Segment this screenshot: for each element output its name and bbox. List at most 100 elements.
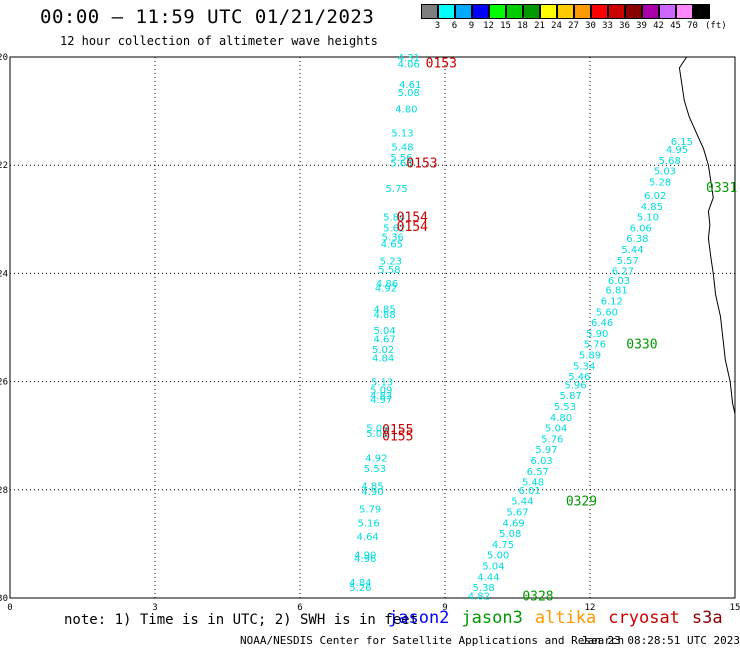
wave-height-label: 5.10 (637, 213, 659, 224)
pass-time-label: 0330 (626, 338, 657, 353)
wave-height-label: 4.64 (357, 532, 379, 543)
wave-height-label: 5.28 (649, 177, 671, 188)
lat-tick-label: -20 (0, 53, 8, 63)
wave-height-label: 4.86 (376, 279, 398, 290)
pass-time-label: 0154 (397, 220, 428, 235)
wave-height-label: 5.57 (617, 256, 639, 267)
pass-time-label: 0331 (706, 181, 737, 196)
wave-height-label: 5.44 (511, 497, 533, 508)
wave-height-label: 6.81 (605, 286, 627, 297)
legend-label: 30 (585, 21, 596, 31)
legend-swatch (455, 4, 472, 19)
lon-tick-label: 9 (442, 603, 447, 613)
wave-height-label: 5.76 (541, 434, 563, 445)
wave-height-label: 4.95 (666, 145, 688, 156)
legend-label: 6 (451, 21, 458, 31)
wave-height-label: 5.48 (522, 478, 544, 489)
lat-tick-label: -30 (0, 594, 8, 604)
wave-height-label: 5.13 (371, 378, 393, 389)
wave-height-label: 6.27 (612, 267, 634, 278)
wave-height-label: 5.46 (568, 372, 590, 383)
color-legend (421, 4, 710, 19)
wave-height-label: 4.44 (477, 572, 499, 583)
lon-tick-label: 12 (585, 603, 596, 613)
wave-height-label: 5.89 (579, 351, 601, 362)
legend-swatch (540, 4, 557, 19)
wave-height-label: 4.69 (503, 518, 525, 529)
wave-height-label: 5.04 (545, 424, 567, 435)
wave-height-label: 5.04 (373, 326, 395, 337)
lon-tick-label: 3 (152, 603, 157, 613)
wave-height-label: 5.00 (487, 551, 509, 562)
legend-swatch (574, 4, 591, 19)
wave-height-label: 5.34 (573, 361, 595, 372)
mission-legend: jason2 jason3 altika cryosat s3a (388, 608, 735, 628)
legend-label: 27 (568, 21, 579, 31)
wave-height-label: 6.12 (601, 296, 623, 307)
wave-height-label: 5.36 (382, 233, 404, 244)
wave-height-label: 5.38 (473, 583, 495, 594)
lon-tick-label: 15 (730, 603, 740, 613)
wave-height-label: 5.84 (383, 213, 405, 224)
wave-height-label: 5.08 (499, 529, 521, 540)
wave-height-label: 4.85 (361, 481, 383, 492)
lat-tick-label: -28 (0, 486, 8, 496)
wave-height-label: 5.96 (564, 380, 586, 391)
legend-swatch (438, 4, 455, 19)
wave-height-label: 5.53 (554, 402, 576, 413)
wave-height-label: 4.96 (354, 554, 376, 565)
wave-height-label: 4.97 (370, 395, 392, 406)
legend-label: 21 (534, 21, 545, 31)
color-legend-labels: 3 6 9 12 15 18 21 24 27 30 33 36 39 42 45 70 (421, 21, 698, 31)
pass-time-label: 0155 (382, 430, 413, 445)
wave-height-label: 5.03 (654, 167, 676, 178)
legend-units: (ft) (705, 21, 727, 31)
wave-height-label: 6.03 (531, 456, 553, 467)
wave-height-label: 5.09 (370, 386, 392, 397)
legend-swatch (421, 4, 438, 19)
mission-jason2: jason2 (388, 608, 450, 628)
legend-label: 36 (619, 21, 630, 31)
wave-height-label: 5.90 (586, 329, 608, 340)
wave-height-label: 5.67 (506, 507, 528, 518)
pass-time-label: 0154 (397, 211, 428, 226)
legend-swatch (591, 4, 608, 19)
pass-time-label: 0153 (406, 156, 437, 171)
wave-height-label: 6.01 (518, 486, 540, 497)
wave-height-label: 5.68 (659, 156, 681, 167)
mission-cryosat: cryosat (608, 608, 680, 628)
wave-height-label: 4.82 (468, 591, 490, 602)
wave-height-label: 5.08 (398, 88, 420, 99)
legend-swatch (489, 4, 506, 19)
legend-label: 45 (670, 21, 681, 31)
wave-height-label: 5.23 (380, 256, 402, 267)
legend-label: 70 (687, 21, 698, 31)
wave-height-label: 4.88 (373, 310, 395, 321)
map-subtitle: 12 hour collection of altimeter wave hei… (60, 34, 378, 48)
footnote: note: 1) Time is in UTC; 2) SWH is in fe… (64, 612, 419, 628)
wave-height-label: 4.80 (395, 104, 417, 115)
wave-height-label: 4.67 (373, 334, 395, 345)
wave-height-label: 6.15 (671, 137, 693, 148)
legend-swatch (523, 4, 540, 19)
legend-swatch (625, 4, 642, 19)
wave-height-label: 4.65 (381, 240, 403, 251)
coastline (678, 56, 736, 415)
wave-height-label: 4.31 (398, 53, 420, 64)
wave-height-label: 4.92 (375, 283, 397, 294)
wave-height-label: 5.75 (386, 184, 408, 195)
legend-label: 33 (602, 21, 613, 31)
lat-tick-label: -26 (0, 378, 8, 388)
wave-height-label: 5.79 (359, 505, 381, 516)
wave-height-label: 5.97 (535, 445, 557, 456)
legend-label: 42 (653, 21, 664, 31)
wave-height-label: 5.16 (358, 518, 380, 529)
wave-height-label: 4.84 (349, 578, 371, 589)
wave-height-label: 5.53 (364, 464, 386, 475)
legend-label: 24 (551, 21, 562, 31)
wave-height-label: 5.48 (391, 142, 413, 153)
wave-height-label: 4.83 (370, 391, 392, 402)
wave-height-label: 4.85 (373, 305, 395, 316)
wave-height-label: 4.75 (492, 540, 514, 551)
